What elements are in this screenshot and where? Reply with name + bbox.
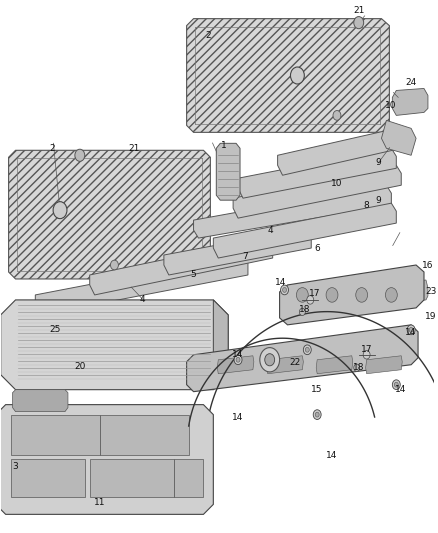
Circle shape bbox=[305, 348, 309, 352]
Text: 23: 23 bbox=[425, 287, 437, 296]
Circle shape bbox=[110, 260, 118, 270]
Circle shape bbox=[315, 412, 319, 417]
Text: 14: 14 bbox=[395, 385, 406, 394]
Polygon shape bbox=[164, 228, 311, 275]
Polygon shape bbox=[279, 265, 424, 325]
Polygon shape bbox=[11, 459, 85, 497]
Circle shape bbox=[290, 67, 304, 84]
Text: 17: 17 bbox=[361, 345, 372, 354]
Polygon shape bbox=[90, 238, 273, 295]
Text: 9: 9 bbox=[376, 158, 381, 167]
Polygon shape bbox=[385, 280, 428, 305]
Polygon shape bbox=[316, 356, 353, 374]
Polygon shape bbox=[1, 300, 228, 390]
Text: 24: 24 bbox=[406, 78, 417, 87]
Polygon shape bbox=[267, 356, 304, 374]
Text: 1: 1 bbox=[221, 141, 227, 150]
Circle shape bbox=[326, 288, 338, 302]
Text: 3: 3 bbox=[13, 462, 18, 471]
Circle shape bbox=[307, 296, 314, 304]
Circle shape bbox=[392, 380, 400, 390]
Circle shape bbox=[53, 201, 67, 219]
Text: 9: 9 bbox=[376, 196, 381, 205]
Text: 4: 4 bbox=[139, 295, 145, 304]
Circle shape bbox=[304, 345, 311, 354]
Polygon shape bbox=[13, 390, 68, 411]
Polygon shape bbox=[233, 165, 401, 218]
Text: 2: 2 bbox=[49, 144, 55, 153]
Circle shape bbox=[313, 410, 321, 419]
Text: 14: 14 bbox=[326, 451, 338, 460]
Text: 18: 18 bbox=[353, 363, 364, 372]
Polygon shape bbox=[217, 356, 254, 374]
Text: 19: 19 bbox=[425, 312, 437, 321]
Polygon shape bbox=[99, 415, 189, 455]
Polygon shape bbox=[0, 405, 213, 514]
Circle shape bbox=[300, 308, 305, 316]
Text: 8: 8 bbox=[364, 200, 370, 209]
Polygon shape bbox=[381, 120, 416, 155]
Text: 5: 5 bbox=[191, 270, 196, 279]
Text: 7: 7 bbox=[242, 252, 248, 261]
Circle shape bbox=[236, 357, 240, 362]
Polygon shape bbox=[90, 459, 174, 497]
Text: 10: 10 bbox=[385, 101, 396, 110]
Circle shape bbox=[265, 354, 275, 366]
Text: 21: 21 bbox=[353, 6, 364, 15]
Circle shape bbox=[354, 364, 360, 372]
Circle shape bbox=[281, 285, 289, 295]
Circle shape bbox=[409, 327, 413, 332]
Circle shape bbox=[297, 288, 308, 302]
Text: 22: 22 bbox=[290, 358, 301, 367]
Circle shape bbox=[363, 351, 370, 359]
Circle shape bbox=[385, 288, 397, 302]
Polygon shape bbox=[9, 150, 210, 279]
Text: 20: 20 bbox=[74, 362, 85, 372]
Circle shape bbox=[356, 288, 367, 302]
Text: 14: 14 bbox=[275, 278, 286, 287]
Polygon shape bbox=[194, 185, 392, 238]
Polygon shape bbox=[174, 459, 203, 497]
Circle shape bbox=[283, 287, 286, 293]
Text: 4: 4 bbox=[268, 225, 273, 235]
Text: 14: 14 bbox=[233, 413, 244, 422]
Text: 21: 21 bbox=[128, 144, 140, 153]
Circle shape bbox=[354, 17, 364, 29]
Circle shape bbox=[407, 325, 415, 335]
Polygon shape bbox=[11, 415, 99, 455]
Polygon shape bbox=[392, 88, 428, 116]
Text: 17: 17 bbox=[310, 289, 321, 298]
Text: 6: 6 bbox=[314, 244, 320, 253]
Text: 16: 16 bbox=[422, 261, 434, 270]
Polygon shape bbox=[278, 128, 401, 175]
Polygon shape bbox=[187, 325, 418, 392]
Text: 14: 14 bbox=[233, 350, 244, 359]
Circle shape bbox=[394, 382, 398, 387]
Polygon shape bbox=[366, 356, 402, 374]
Text: 2: 2 bbox=[205, 31, 211, 40]
Text: 10: 10 bbox=[331, 179, 343, 188]
Text: 14: 14 bbox=[406, 328, 417, 337]
Polygon shape bbox=[213, 203, 396, 258]
Polygon shape bbox=[35, 255, 248, 315]
Text: 15: 15 bbox=[311, 385, 323, 394]
Polygon shape bbox=[238, 148, 396, 198]
Text: 18: 18 bbox=[299, 305, 310, 314]
Polygon shape bbox=[187, 19, 389, 132]
Polygon shape bbox=[213, 300, 228, 390]
Circle shape bbox=[260, 348, 279, 372]
Circle shape bbox=[234, 355, 242, 365]
Polygon shape bbox=[216, 143, 240, 200]
Text: 11: 11 bbox=[94, 498, 106, 507]
Circle shape bbox=[333, 110, 341, 120]
Circle shape bbox=[75, 149, 85, 161]
Text: 25: 25 bbox=[49, 325, 61, 334]
